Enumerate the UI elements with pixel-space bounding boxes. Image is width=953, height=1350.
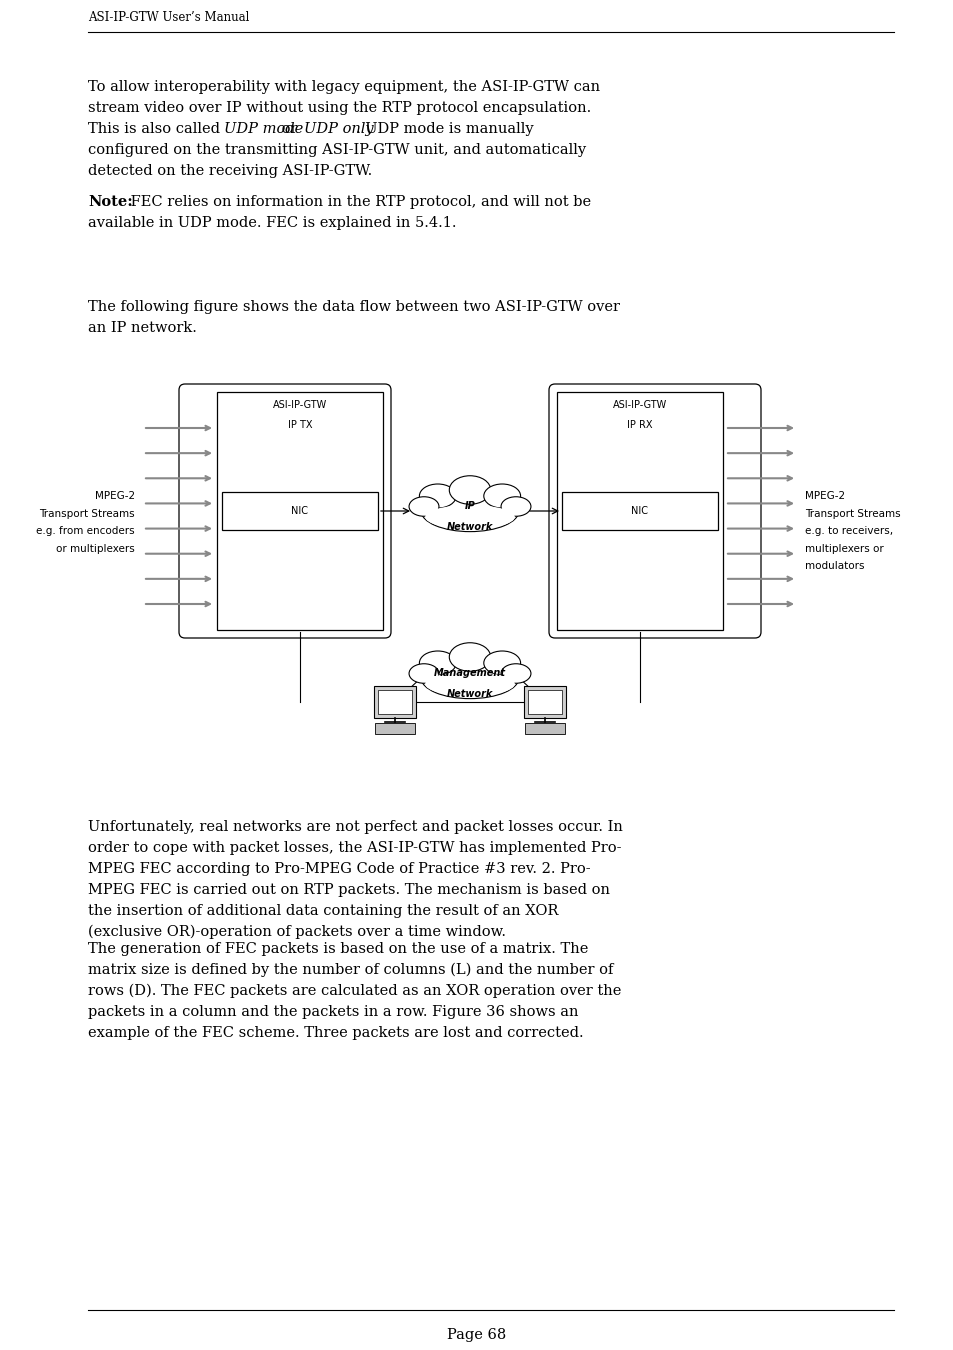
Text: packets in a column and the packets in a row. Figure 36 shows an: packets in a column and the packets in a… xyxy=(88,1004,578,1019)
Bar xyxy=(374,686,416,718)
Text: example of the FEC scheme. Three packets are lost and corrected.: example of the FEC scheme. Three packets… xyxy=(88,1026,583,1040)
Ellipse shape xyxy=(425,505,515,529)
Ellipse shape xyxy=(500,664,531,683)
Text: or multiplexers: or multiplexers xyxy=(56,544,135,554)
Bar xyxy=(377,690,412,714)
Text: configured on the transmitting ASI-IP-GTW unit, and automatically: configured on the transmitting ASI-IP-GT… xyxy=(88,143,585,157)
Ellipse shape xyxy=(483,651,520,675)
FancyBboxPatch shape xyxy=(548,383,760,639)
Text: MPEG-2: MPEG-2 xyxy=(94,491,135,501)
Text: Management: Management xyxy=(434,668,505,678)
Text: Note:: Note: xyxy=(88,194,132,209)
Text: the insertion of additional data containing the result of an XOR: the insertion of additional data contain… xyxy=(88,904,558,918)
Text: . UDP mode is manually: . UDP mode is manually xyxy=(355,122,533,136)
Ellipse shape xyxy=(419,651,456,675)
Text: UDP mode: UDP mode xyxy=(224,122,303,136)
Text: The generation of FEC packets is based on the use of a matrix. The: The generation of FEC packets is based o… xyxy=(88,942,588,956)
Text: or: or xyxy=(276,122,301,136)
Text: FEC relies on information in the RTP protocol, and will not be: FEC relies on information in the RTP pro… xyxy=(126,194,590,209)
Text: modulators: modulators xyxy=(804,562,863,571)
Text: NIC: NIC xyxy=(631,506,648,516)
Text: Network: Network xyxy=(446,522,493,532)
Text: (exclusive OR)-operation of packets over a time window.: (exclusive OR)-operation of packets over… xyxy=(88,925,505,940)
Text: IP TX: IP TX xyxy=(288,420,312,431)
Text: rows (D). The FEC packets are calculated as an XOR operation over the: rows (D). The FEC packets are calculated… xyxy=(88,984,620,999)
Bar xyxy=(527,690,561,714)
Text: e.g. from encoders: e.g. from encoders xyxy=(36,526,135,536)
Text: MPEG-2: MPEG-2 xyxy=(804,491,844,501)
Text: NIC: NIC xyxy=(292,506,308,516)
Text: e.g. to receivers,: e.g. to receivers, xyxy=(804,526,892,536)
Text: multiplexers or: multiplexers or xyxy=(804,544,882,554)
Text: To allow interoperability with legacy equipment, the ASI-IP-GTW can: To allow interoperability with legacy eq… xyxy=(88,80,599,94)
Text: ASI-IP-GTW User’s Manual: ASI-IP-GTW User’s Manual xyxy=(88,11,249,24)
Text: UDP only: UDP only xyxy=(304,122,374,136)
Ellipse shape xyxy=(420,657,518,699)
Text: This is also called: This is also called xyxy=(88,122,224,136)
Bar xyxy=(561,491,718,531)
Ellipse shape xyxy=(425,672,515,697)
Ellipse shape xyxy=(449,643,490,671)
Text: ASI-IP-GTW: ASI-IP-GTW xyxy=(273,400,327,410)
Ellipse shape xyxy=(419,485,456,508)
Text: detected on the receiving ASI-IP-GTW.: detected on the receiving ASI-IP-GTW. xyxy=(88,163,372,178)
Text: Transport Streams: Transport Streams xyxy=(804,509,900,518)
Bar xyxy=(375,724,415,734)
Bar xyxy=(524,724,564,734)
Ellipse shape xyxy=(420,490,518,532)
Text: Network: Network xyxy=(446,688,493,699)
Text: ASI-IP-GTW: ASI-IP-GTW xyxy=(612,400,666,410)
Text: matrix size is defined by the number of columns (L) and the number of: matrix size is defined by the number of … xyxy=(88,963,613,977)
Text: an IP network.: an IP network. xyxy=(88,321,196,335)
Text: order to cope with packet losses, the ASI-IP-GTW has implemented Pro-: order to cope with packet losses, the AS… xyxy=(88,841,620,855)
Text: IP RX: IP RX xyxy=(626,420,652,431)
Bar xyxy=(222,491,377,531)
Text: available in UDP mode. FEC is explained in 5.4.1.: available in UDP mode. FEC is explained … xyxy=(88,216,456,230)
Ellipse shape xyxy=(483,485,520,508)
Bar xyxy=(523,686,565,718)
Bar xyxy=(216,392,382,630)
Bar xyxy=(557,392,722,630)
Ellipse shape xyxy=(409,497,438,516)
Text: MPEG FEC according to Pro-MPEG Code of Practice #3 rev. 2. Pro-: MPEG FEC according to Pro-MPEG Code of P… xyxy=(88,863,590,876)
FancyBboxPatch shape xyxy=(179,383,391,639)
Text: Transport Streams: Transport Streams xyxy=(39,509,135,518)
Ellipse shape xyxy=(500,497,531,516)
Text: Unfortunately, real networks are not perfect and packet losses occur. In: Unfortunately, real networks are not per… xyxy=(88,819,622,834)
Text: IP: IP xyxy=(464,501,475,512)
Text: MPEG FEC is carried out on RTP packets. The mechanism is based on: MPEG FEC is carried out on RTP packets. … xyxy=(88,883,609,896)
Ellipse shape xyxy=(449,475,490,505)
Text: The following figure shows the data flow between two ASI-IP-GTW over: The following figure shows the data flow… xyxy=(88,300,619,315)
Ellipse shape xyxy=(409,664,438,683)
Text: stream video over IP without using the RTP protocol encapsulation.: stream video over IP without using the R… xyxy=(88,101,591,115)
Text: Page 68: Page 68 xyxy=(447,1328,506,1342)
